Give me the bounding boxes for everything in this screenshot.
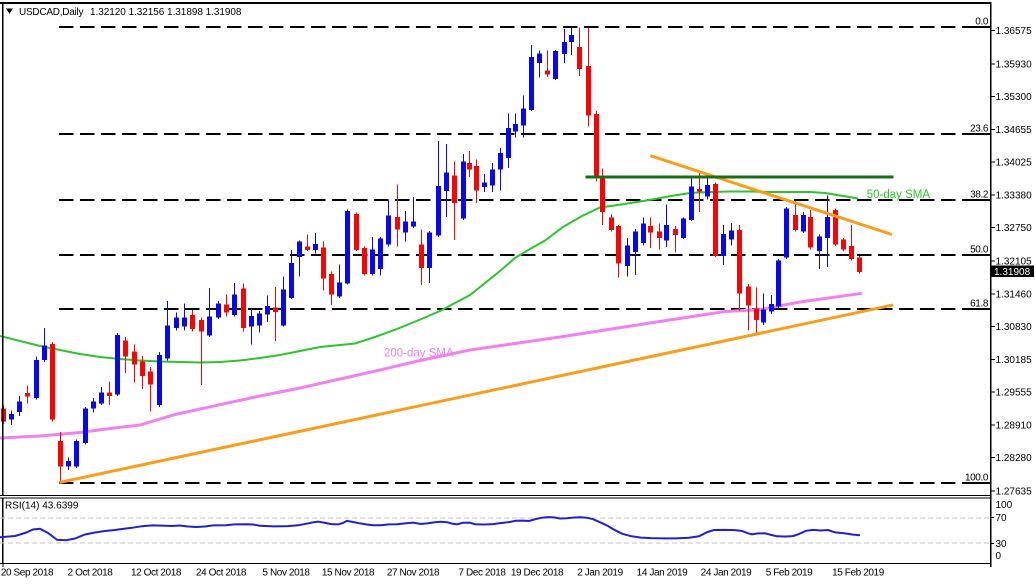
svg-text:0.0: 0.0 [975, 17, 989, 28]
svg-text:24 Oct 2018: 24 Oct 2018 [196, 568, 247, 579]
svg-text:27 Nov 2018: 27 Nov 2018 [387, 568, 440, 579]
svg-text:15 Feb 2019: 15 Feb 2019 [832, 568, 885, 579]
svg-text:100: 100 [996, 500, 1013, 511]
svg-text:1.35930: 1.35930 [996, 59, 1033, 70]
svg-text:5 Nov 2018: 5 Nov 2018 [262, 568, 310, 579]
svg-text:14 Jan 2019: 14 Jan 2019 [637, 568, 688, 579]
svg-text:1.33380: 1.33380 [996, 191, 1033, 202]
svg-text:1.28280: 1.28280 [996, 453, 1033, 464]
svg-text:19 Dec 2018: 19 Dec 2018 [511, 568, 564, 579]
svg-text:15 Nov 2018: 15 Nov 2018 [322, 568, 375, 579]
svg-text:23.6: 23.6 [970, 124, 989, 135]
svg-text:1.32105: 1.32105 [996, 256, 1033, 267]
svg-text:1.36575: 1.36575 [996, 26, 1033, 37]
svg-text:12 Oct 2018: 12 Oct 2018 [131, 568, 182, 579]
svg-text:61.8: 61.8 [970, 299, 989, 310]
svg-text:1.30830: 1.30830 [996, 322, 1033, 333]
svg-text:1.31460: 1.31460 [996, 290, 1033, 301]
svg-text:20 Sep 2018: 20 Sep 2018 [1, 568, 54, 579]
svg-text:1.31908: 1.31908 [994, 267, 1031, 278]
svg-text:1.29555: 1.29555 [996, 388, 1033, 399]
svg-text:1.32750: 1.32750 [996, 223, 1033, 234]
svg-text:24 Jan 2019: 24 Jan 2019 [701, 568, 752, 579]
svg-text:0: 0 [996, 551, 1002, 562]
svg-text:38.2: 38.2 [970, 190, 989, 201]
svg-text:USDCAD,Daily: USDCAD,Daily [19, 7, 83, 18]
svg-text:2 Jan 2019: 2 Jan 2019 [577, 568, 623, 579]
svg-text:1.27635: 1.27635 [996, 486, 1033, 497]
svg-text:1.34655: 1.34655 [996, 125, 1033, 136]
svg-text:1.35300: 1.35300 [996, 92, 1033, 103]
svg-text:50-day SMA: 50-day SMA [867, 189, 931, 201]
svg-text:2 Oct 2018: 2 Oct 2018 [68, 568, 114, 579]
svg-text:70: 70 [996, 513, 1008, 524]
svg-text:1.32120 1.32156 1.31898 1.3190: 1.32120 1.32156 1.31898 1.31908 [90, 7, 242, 18]
svg-text:7 Dec 2018: 7 Dec 2018 [458, 568, 506, 579]
svg-text:1.34025: 1.34025 [996, 158, 1033, 169]
svg-text:30: 30 [996, 539, 1008, 550]
svg-text:RSI(14) 43.6399: RSI(14) 43.6399 [5, 501, 79, 512]
svg-text:1.28910: 1.28910 [996, 421, 1033, 432]
svg-text:100.0: 100.0 [965, 473, 989, 484]
svg-text:50.0: 50.0 [970, 245, 989, 256]
svg-text:200-day SMA: 200-day SMA [384, 348, 454, 360]
svg-text:1.30185: 1.30185 [996, 355, 1033, 366]
svg-text:5 Feb 2019: 5 Feb 2019 [766, 568, 813, 579]
